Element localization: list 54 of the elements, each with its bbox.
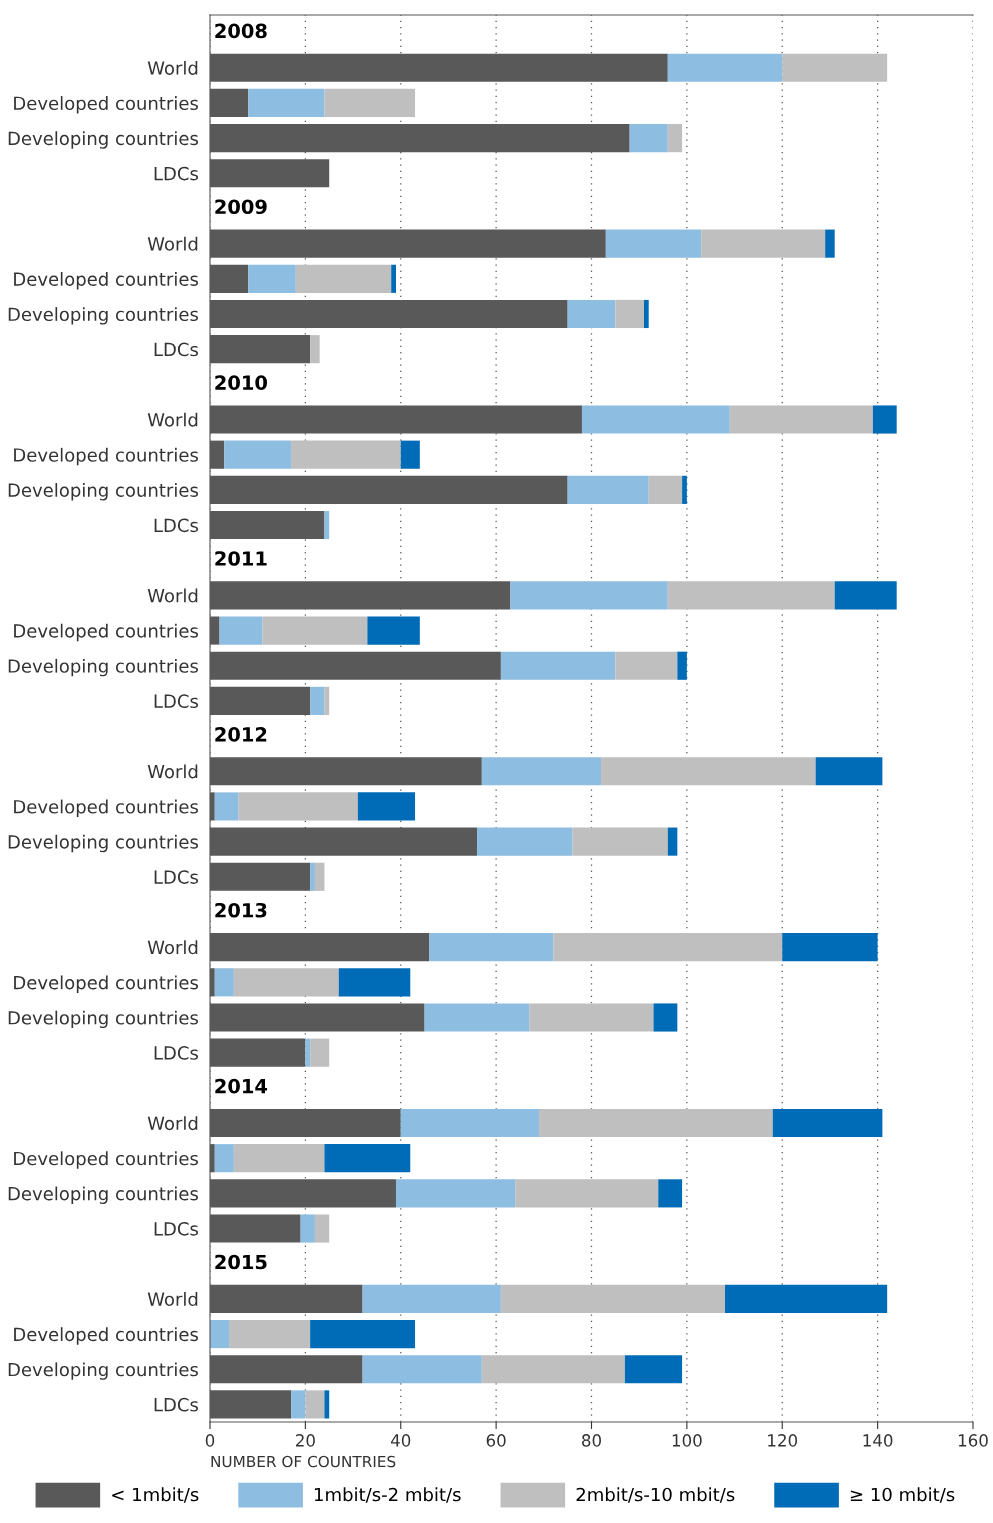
- y-tick-label: LDCs: [154, 694, 199, 709]
- y-tick-label: Developing countries: [8, 1362, 198, 1380]
- y-tick-label: World: [147, 1116, 198, 1131]
- y-tick-label: Developing countries: [8, 131, 198, 149]
- x-tick-label: 0: [205, 1434, 215, 1447]
- y-tick-label: Developed countries: [14, 96, 198, 114]
- y-tick-label: World: [147, 940, 198, 955]
- annotation: 2013: [215, 902, 267, 918]
- annotation: 2015: [215, 1254, 267, 1270]
- y-tick-label: Developed countries: [14, 975, 198, 993]
- y-tick-label: Developing countries: [8, 1010, 198, 1029]
- y-tick-label: LDCs: [154, 1046, 199, 1060]
- y-tick-label: LDCs: [154, 342, 199, 357]
- x-tick-label: 40: [390, 1434, 411, 1447]
- legend-label: ≥ 10 mbit/s: [850, 1487, 955, 1503]
- x-tick-label: 140: [863, 1434, 893, 1447]
- y-tick-label: LDCs: [154, 1222, 199, 1236]
- legend-label: 1mbit/s-2 mbit/s: [315, 1487, 461, 1503]
- y-tick-label: LDCs: [154, 518, 199, 533]
- annotation: 2008: [215, 23, 267, 39]
- x-tick-label: 160: [958, 1434, 988, 1447]
- y-tick-label: Developing countries: [8, 483, 198, 501]
- annotation: 2010: [215, 375, 267, 390]
- y-tick-label: Developed countries: [14, 623, 198, 642]
- y-tick-label: LDCs: [154, 870, 199, 884]
- annotation: 2009: [215, 199, 267, 215]
- y-tick-label: World: [147, 236, 198, 251]
- y-tick-label: World: [147, 588, 198, 603]
- x-tick-label: 80: [582, 1434, 601, 1447]
- y-tick-label: Developing countries: [8, 1186, 198, 1204]
- annotation: 2011: [215, 551, 267, 566]
- x-tick-label: 60: [486, 1434, 506, 1447]
- y-tick-label: Developing countries: [8, 307, 198, 325]
- x-tick-label: 100: [672, 1434, 702, 1447]
- annotation: 2014: [215, 1078, 268, 1094]
- x-tick-label: 120: [768, 1434, 798, 1447]
- y-tick-label: Developing countries: [8, 658, 198, 677]
- y-tick-label: World: [147, 412, 198, 427]
- y-tick-label: Developed countries: [14, 1151, 198, 1169]
- annotation: 2012: [215, 727, 267, 742]
- y-tick-label: Developed countries: [14, 799, 198, 818]
- y-tick-label: Developed countries: [14, 1327, 198, 1345]
- y-tick-label: World: [147, 764, 198, 779]
- y-tick-label: World: [147, 60, 198, 75]
- x-tick-label: 20: [295, 1434, 315, 1447]
- y-tick-label: LDCs: [154, 166, 199, 181]
- legend-label: 2mbit/s-10 mbit/s: [576, 1487, 735, 1503]
- y-tick-label: LDCs: [154, 1397, 199, 1412]
- legend-label: < 1mbit/s: [112, 1487, 199, 1503]
- y-tick-label: Developed countries: [14, 447, 198, 466]
- y-tick-label: Developing countries: [8, 834, 198, 853]
- y-tick-label: Developed countries: [14, 271, 198, 290]
- x-axis-title: NUMBER OF COUNTRIES: [211, 1455, 396, 1468]
- y-tick-label: World: [147, 1292, 198, 1306]
